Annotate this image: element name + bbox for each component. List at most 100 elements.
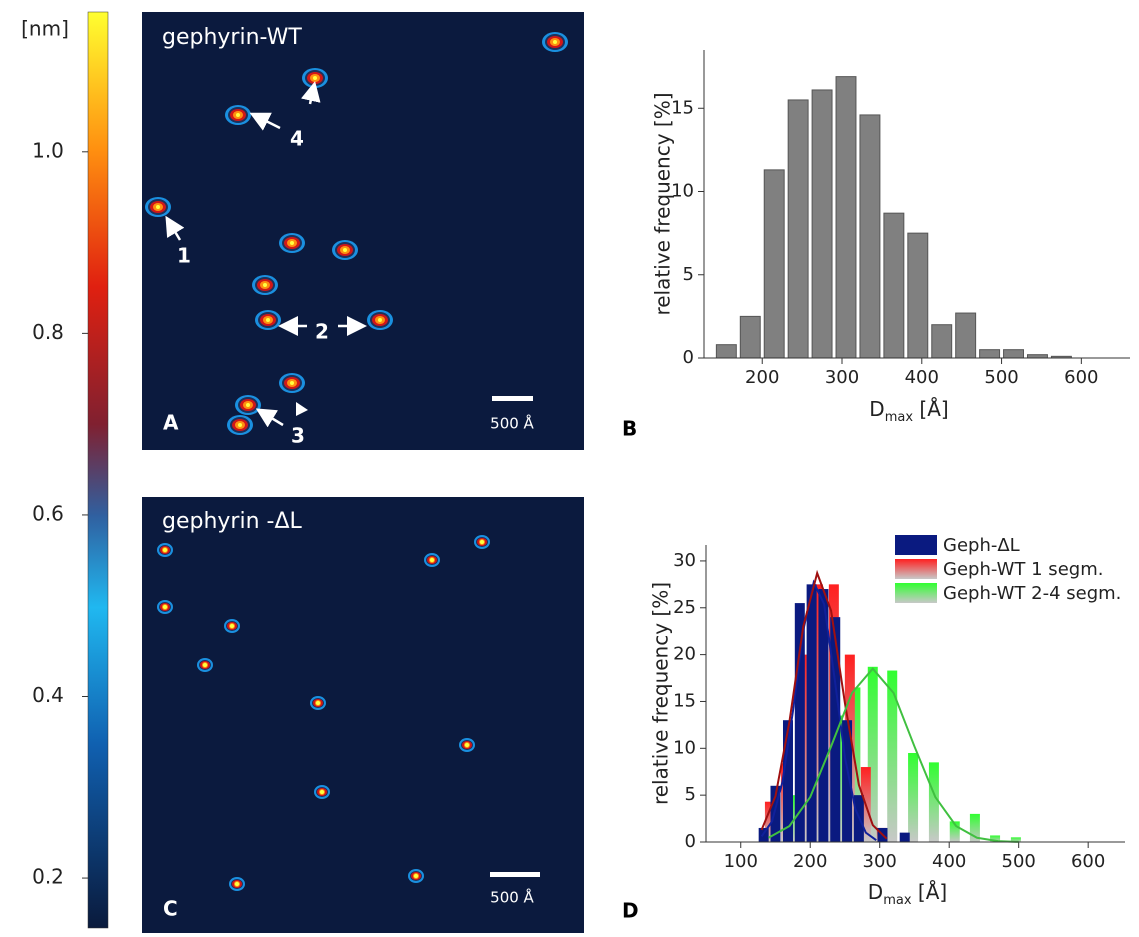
blob <box>163 605 167 609</box>
y-axis-label: relative frequency [%] <box>649 582 673 805</box>
fit-curve <box>760 569 888 840</box>
bar <box>770 785 781 842</box>
bar <box>739 315 761 359</box>
colorbar-tick-label: 0.2 <box>32 865 64 889</box>
bar <box>908 752 919 842</box>
legend-swatch <box>895 583 937 603</box>
blob <box>230 624 234 628</box>
bar <box>794 603 805 842</box>
legend-swatch <box>895 535 937 555</box>
panel-letter: C <box>163 897 178 921</box>
panel-letter: A <box>163 411 179 435</box>
bar <box>887 670 898 842</box>
y-tick-label: 0 <box>685 831 696 852</box>
bar <box>883 212 905 359</box>
afm-image-c <box>142 497 584 933</box>
bar <box>969 813 980 842</box>
scale-label: 500 Å <box>490 888 534 907</box>
panel-letter: B <box>622 417 637 441</box>
bar <box>782 720 793 842</box>
blob <box>378 318 382 322</box>
blob <box>263 283 267 287</box>
bar <box>859 114 881 359</box>
colorbar-tick-label: 0.4 <box>32 683 64 707</box>
bar <box>806 584 817 842</box>
y-tick-label: 5 <box>683 264 694 285</box>
colorbar <box>87 11 109 929</box>
arrows <box>165 81 367 428</box>
colorbar-tick-label: 0.8 <box>32 320 64 344</box>
blob <box>266 318 270 322</box>
y-tick-label: 10 <box>671 181 694 202</box>
bar <box>830 617 841 842</box>
x-axis-label: Dmax [Å] <box>869 397 948 426</box>
bar <box>818 589 829 842</box>
bar <box>763 169 785 359</box>
blob <box>313 76 317 80</box>
legend-swatch <box>895 559 937 579</box>
blob <box>414 874 418 878</box>
blob <box>236 113 240 117</box>
legend-label: Geph-WT 2-4 segm. <box>943 583 1121 604</box>
x-axis-label-main: D <box>869 397 884 421</box>
x-axis-label-sub: max <box>883 893 912 908</box>
bar <box>867 666 878 842</box>
fit-curve <box>760 579 877 841</box>
blob <box>163 548 167 552</box>
bar <box>928 762 939 842</box>
x-axis-label-sub: max <box>885 410 914 425</box>
bar <box>907 232 929 359</box>
bar <box>955 312 977 359</box>
bar <box>764 801 775 842</box>
bar <box>787 99 809 359</box>
x-axis-label: Dmax [Å] <box>868 880 947 909</box>
bar <box>979 349 1001 359</box>
x-tick-label: 400 <box>905 367 939 388</box>
x-axis-label-unit: [Å] <box>912 880 948 904</box>
legend-label: Geph-ΔL <box>943 535 1020 556</box>
blob <box>290 241 294 245</box>
blob <box>235 882 239 886</box>
x-tick-label: 600 <box>1071 851 1105 872</box>
afm-image-a <box>142 12 584 450</box>
bar <box>1010 837 1021 842</box>
y-tick-label: 5 <box>685 784 696 805</box>
bar <box>1003 349 1024 359</box>
arrowhead <box>296 402 308 416</box>
scale-bar <box>492 396 533 401</box>
panel-title: gephyrin -ΔL <box>162 509 303 534</box>
bar <box>812 584 823 842</box>
bar <box>990 835 1001 842</box>
marker-label: 4 <box>290 127 304 151</box>
blob <box>316 701 320 705</box>
y-axis-label: relative frequency [%] <box>651 92 675 315</box>
x-axis-label-main: D <box>868 880 883 904</box>
x-axis-label-unit: [Å] <box>913 397 949 421</box>
bar <box>715 344 737 359</box>
y-tick-label: 25 <box>673 597 696 618</box>
scale-label: 500 Å <box>490 414 534 433</box>
bar <box>931 324 953 359</box>
bar <box>899 832 910 842</box>
blob <box>246 403 250 407</box>
bar <box>842 720 853 842</box>
colorbar-label: [nm] <box>21 17 69 41</box>
x-tick-label: 200 <box>793 851 827 872</box>
legend-label: Geph-WT 1 segm. <box>943 559 1103 580</box>
x-tick-label: 500 <box>1002 851 1036 872</box>
x-tick-label: 600 <box>1064 367 1098 388</box>
marker-label: 2 <box>315 320 329 344</box>
x-tick-label: 100 <box>724 851 758 872</box>
fit-curve <box>768 667 1019 843</box>
panel-title: gephyrin-WT <box>162 25 302 50</box>
blob <box>430 558 434 562</box>
blob <box>465 743 469 747</box>
y-tick-label: 15 <box>673 690 696 711</box>
blob <box>553 40 557 44</box>
colorbar-tick-label: 0.6 <box>32 501 64 525</box>
marker-label: 1 <box>177 244 191 268</box>
bar <box>835 76 857 359</box>
blob <box>480 540 484 544</box>
